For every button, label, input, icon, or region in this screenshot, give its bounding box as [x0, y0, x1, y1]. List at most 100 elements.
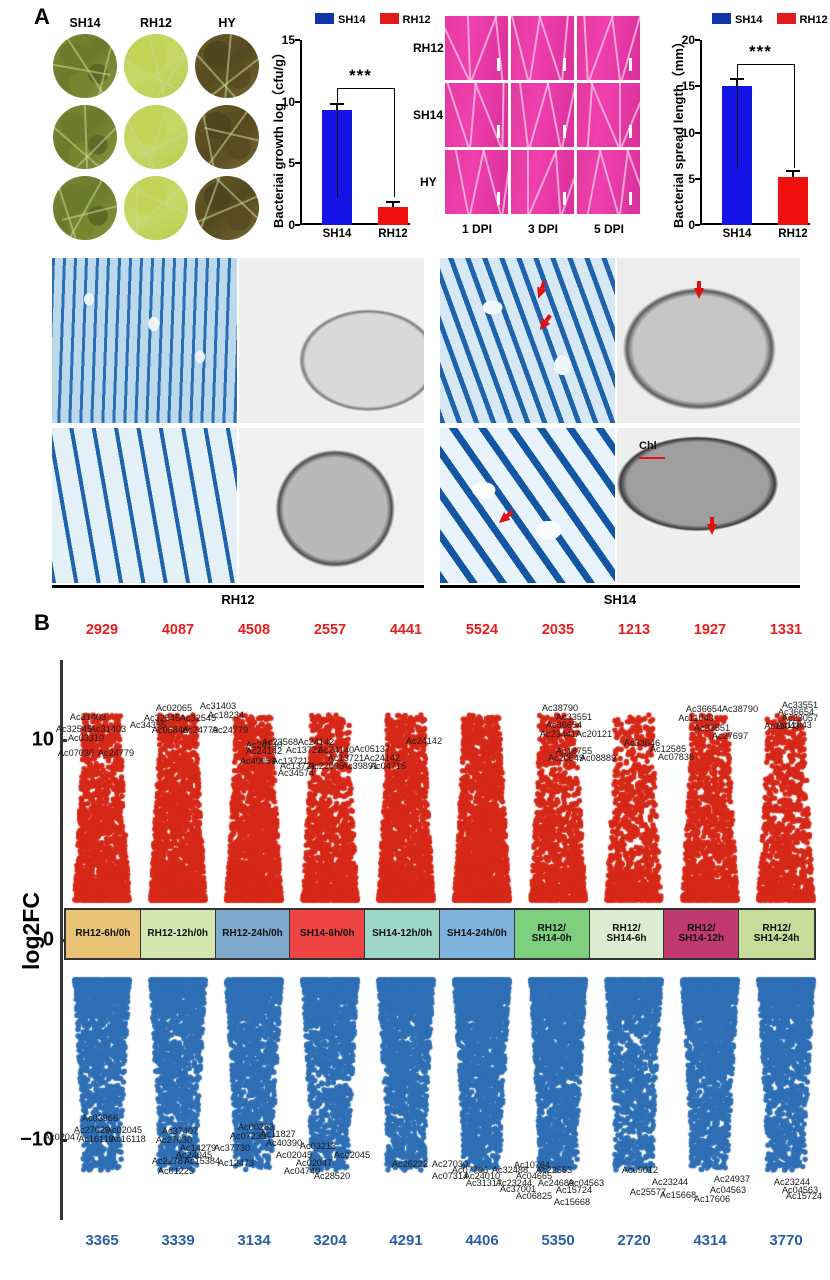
- gene-label: Ac07030: [57, 748, 95, 758]
- gene-label: Ac37001: [499, 1184, 537, 1194]
- legend-swatch-rh12: [776, 13, 796, 25]
- leaf-col-header-rh12: RH12: [140, 16, 172, 30]
- significance-bracket: [337, 87, 395, 198]
- y-tick-mark: [60, 739, 67, 742]
- gene-label: Ac31403: [199, 701, 237, 711]
- red-arrow-icon: [533, 286, 547, 301]
- y-tick-label: −10: [20, 1128, 54, 1151]
- panel-b-label: B: [34, 610, 50, 635]
- gene-label: Ac05848: [151, 725, 189, 735]
- gene-label: Ac15668: [659, 1190, 697, 1200]
- gene-label: Ac24140: [245, 740, 283, 750]
- gene-label: Ac07233: [229, 1131, 267, 1141]
- category-cell[interactable]: RH12/SH14-0h: [514, 910, 590, 958]
- micrograph-sh14-tem-top: [617, 258, 800, 423]
- y-tick-mark: [60, 1139, 67, 1142]
- y-tick-label: 20: [681, 33, 695, 47]
- legend-swatch-rh12: [379, 13, 399, 25]
- legend-item-sh14: SH14: [712, 10, 763, 28]
- y-tick-mark: [695, 224, 700, 226]
- category-cell[interactable]: RH12-24h/0h: [215, 910, 291, 958]
- gene-label: Ac26222: [391, 1159, 429, 1169]
- down-count: 2720: [617, 1232, 651, 1249]
- gene-label: Ac38790: [541, 703, 579, 713]
- gene-label: Ac13721: [279, 761, 317, 771]
- gene-label: Ac24142: [297, 737, 335, 747]
- growth-chart-ylabel: Bacteriai growth log（cfu/g）: [271, 45, 286, 228]
- gene-label: Ac03213: [299, 1141, 337, 1151]
- x-axis: [300, 222, 410, 225]
- x-category-sh14: SH14: [322, 228, 352, 240]
- microscopy-block: Chl RH12 SH14: [0, 250, 830, 607]
- category-cell[interactable]: RH12/SH14-24h: [739, 910, 814, 958]
- y-tick-label: 0: [688, 218, 695, 232]
- gene-label: Ac07836: [657, 752, 695, 762]
- category-cell[interactable]: SH14-12h/0h: [365, 910, 440, 958]
- gene-label: Ac02047: [295, 1158, 333, 1168]
- category-cell[interactable]: RH12-12h/0h: [140, 910, 216, 958]
- up-count: 5524: [465, 622, 499, 638]
- category-cell[interactable]: RH12/SH14-6h: [589, 910, 665, 958]
- down-count: 3204: [313, 1232, 347, 1249]
- leaf-photo-cell: [445, 150, 508, 214]
- gene-label: Ac23568: [261, 737, 299, 747]
- y-tick-mark: [295, 100, 300, 103]
- gene-label: Ac27030: [155, 1135, 193, 1145]
- gene-label: Ac02045: [105, 1125, 143, 1135]
- y-axis: [300, 40, 302, 225]
- leaf-photo-cell: [445, 83, 508, 147]
- down-count: 4406: [465, 1232, 499, 1249]
- leaf-col-header-hy: HY: [218, 16, 236, 30]
- gene-label: Ac02045: [333, 1150, 371, 1160]
- gene-label: Ac02045: [275, 1150, 313, 1160]
- gene-label: Ac36654: [545, 720, 583, 730]
- y-tick-mark: [695, 131, 700, 134]
- category-cell[interactable]: SH14-6h/0h: [290, 910, 366, 958]
- microscopy-group-label-sh14: SH14: [603, 592, 637, 607]
- gene-label: Ac14279: [179, 1143, 217, 1153]
- bar-rh12: [778, 176, 808, 225]
- gene-label: Ac24010: [463, 1171, 501, 1181]
- photo-row-label-hy: HY: [420, 175, 437, 189]
- category-cell[interactable]: RH12/SH14-12h: [664, 910, 740, 958]
- gene-label: Ac23244: [773, 1177, 811, 1187]
- y-tick-mark: [695, 39, 700, 41]
- error-cap: [786, 170, 800, 173]
- photo-row-label-sh14: SH14: [413, 108, 444, 122]
- gene-label: Ac34574: [277, 768, 315, 778]
- gene-label: Ac24779: [97, 748, 135, 758]
- leaf-disc: [53, 34, 117, 98]
- leaf-disc: [195, 105, 259, 169]
- legend-label-sh14: SH14: [338, 14, 366, 26]
- leaf-photo-cell: [445, 16, 508, 80]
- gene-label: Ac18755: [555, 746, 593, 756]
- gene-label: Ac15384: [183, 1156, 221, 1166]
- group-rule-right: [440, 585, 800, 588]
- photo-row-label-rh12: RH12: [413, 41, 444, 55]
- category-cell[interactable]: RH12-6h/0h: [66, 910, 141, 958]
- error-cap: [386, 200, 400, 203]
- leaf-photo-cell: [577, 16, 640, 80]
- leaf-photo-cell: [577, 150, 640, 214]
- gene-label: Ac15668: [553, 1197, 591, 1207]
- gene-label: Ac05137: [353, 744, 391, 754]
- gene-label: Ac23441: [539, 729, 577, 739]
- y-tick-mark: [295, 224, 300, 226]
- gene-label: Ac23244: [651, 1177, 689, 1187]
- bar-rh12: [378, 206, 408, 225]
- y-tick-label: 10: [281, 94, 295, 109]
- legend-item-sh14: SH14: [315, 10, 366, 28]
- gene-label: Ac23244: [495, 1178, 533, 1188]
- category-cell[interactable]: SH14-24h/0h: [439, 910, 515, 958]
- down-count: 3770: [769, 1232, 803, 1249]
- y-tick-label: 5: [288, 156, 295, 171]
- x-category-rh12: RH12: [778, 228, 808, 240]
- gene-label: Ac24045: [175, 1150, 213, 1160]
- gene-label: Ac00283: [237, 1122, 275, 1132]
- gene-label: Ac27030: [431, 1159, 469, 1169]
- legend-swatch-sh14: [315, 13, 334, 25]
- up-count: 4508: [237, 622, 271, 638]
- gene-label: Ac11827: [260, 1129, 296, 1139]
- leaf-disc: [124, 34, 188, 98]
- up-count: 1331: [769, 622, 803, 638]
